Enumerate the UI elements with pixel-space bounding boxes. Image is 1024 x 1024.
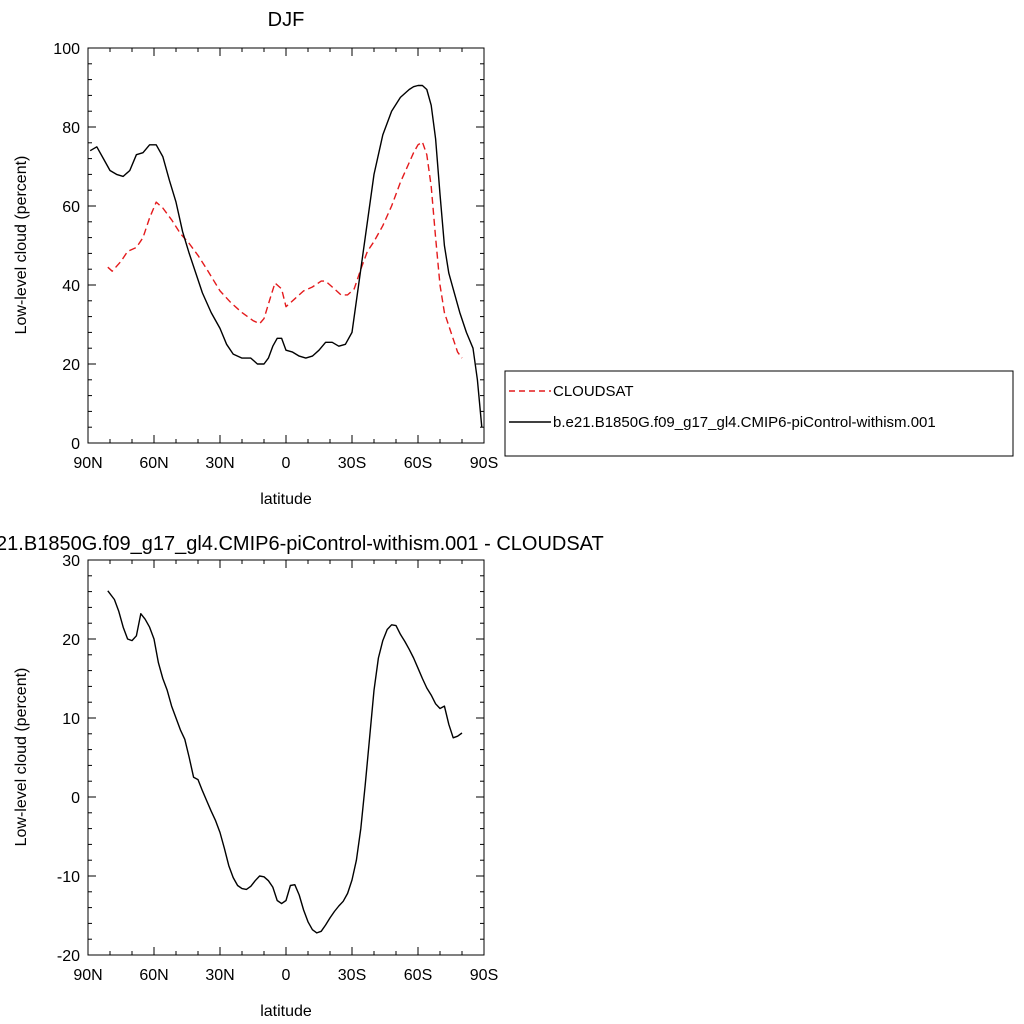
x-tick-label: 90S (470, 455, 498, 472)
x-tick-label: 90N (73, 455, 102, 472)
legend-label-model: b.e21.B1850G.f09_g17_gl4.CMIP6-piControl… (553, 414, 936, 431)
plot-frame (87, 47, 485, 444)
y-tick-label: 80 (62, 120, 80, 137)
legend: CLOUDSAT b.e21.B1850G.f09_g17_gl4.CMIP6-… (504, 370, 1014, 457)
x-tick-label: 90N (73, 967, 102, 984)
axes-layer: 90N 60N 30N 0 30S 60S 90S -20 -10 0 10 20 30 (57, 553, 498, 984)
series-line-0 (107, 141, 463, 359)
y-tick-label: 60 (62, 199, 80, 216)
legend-label-cloudsat: CLOUDSAT (553, 383, 634, 400)
legend-box (504, 370, 1014, 457)
y-axis-label: Low-level cloud (percent) (13, 668, 30, 847)
y-tick-label: 40 (62, 278, 80, 295)
y-tick-label: 20 (62, 632, 80, 649)
y-tick-label: -20 (57, 948, 80, 965)
x-tick-label: 60N (139, 455, 168, 472)
y-tick-label: 20 (62, 357, 80, 374)
x-tick-label: 30S (338, 455, 366, 472)
series-line-1 (89, 84, 483, 428)
axes-layer: 90N 60N 30N 0 30S 60S 90S 0 20 40 60 80 100 (53, 41, 498, 472)
y-tick-label: 0 (71, 790, 80, 807)
x-tick-label: 60N (139, 967, 168, 984)
y-tick-label: 30 (62, 553, 80, 570)
x-tick-label: 30S (338, 967, 366, 984)
x-tick-label: 0 (282, 967, 291, 984)
y-tick-label: 0 (71, 436, 80, 453)
y-tick-label: 100 (53, 41, 80, 58)
x-tick-label: 30N (205, 967, 234, 984)
x-tick-label: 60S (404, 455, 432, 472)
chart-title: b.e21.B1850G.f09_g17_gl4.CMIP6-piControl… (0, 533, 604, 555)
x-tick-label: 60S (404, 967, 432, 984)
panel-bottom: b.e21.B1850G.f09_g17_gl4.CMIP6-piControl… (0, 533, 604, 1020)
x-axis-label: latitude (260, 491, 312, 508)
series-layer (107, 590, 463, 934)
x-tick-label: 30N (205, 455, 234, 472)
x-axis-label: latitude (260, 1003, 312, 1020)
y-axis-label: Low-level cloud (percent) (13, 156, 30, 335)
series-layer (89, 84, 483, 428)
plot-frame (87, 559, 485, 956)
y-tick-label: 10 (62, 711, 80, 728)
y-tick-label: -10 (57, 869, 80, 886)
x-tick-label: 90S (470, 967, 498, 984)
series-line-0 (107, 590, 463, 934)
x-tick-label: 0 (282, 455, 291, 472)
panel-top: DJF 90N 60N 30N 0 30S 60S 90S 0 20 40 60 80 100 lati… (13, 9, 498, 508)
chart-title: DJF (268, 9, 305, 31)
